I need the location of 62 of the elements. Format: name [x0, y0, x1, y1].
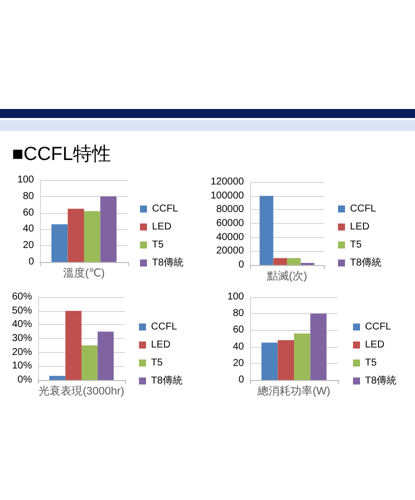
legend-label: LED — [151, 340, 170, 350]
bar — [82, 345, 98, 380]
bar — [273, 258, 287, 265]
y-tick-label: 80 — [232, 308, 244, 320]
bar — [98, 332, 114, 380]
bar — [287, 258, 301, 265]
y-tick-label: 40% — [12, 319, 32, 330]
legend-label: T8傳統 — [151, 374, 183, 386]
y-tick-label: 0% — [18, 374, 32, 386]
y-tick-label: 40 — [22, 224, 34, 235]
x-tick-label: 光衰表現(3000hr) — [38, 384, 124, 398]
legend-label: T8傳統 — [152, 256, 184, 268]
y-tick-label: 0 — [238, 260, 244, 270]
y-tick-label: 20000 — [216, 246, 244, 257]
y-tick-label: 0 — [28, 256, 34, 268]
legend-label: CCFL — [365, 322, 392, 332]
bar — [294, 334, 310, 380]
bar — [260, 196, 274, 265]
y-tick-label: 60 — [232, 324, 244, 336]
x-tick-label: 總消耗功率(W) — [256, 384, 330, 398]
legend-label: LED — [152, 222, 172, 232]
x-tick-label: 點滅(次) — [266, 270, 308, 282]
y-tick-label: 60 — [22, 207, 34, 218]
legend-label: LED — [350, 222, 370, 232]
y-tick-label: 20% — [12, 346, 32, 358]
legend-label: T5 — [350, 240, 362, 250]
legend-label: T5 — [365, 358, 378, 368]
legend-label: T8傳統 — [350, 256, 382, 268]
y-tick-label: 80000 — [216, 204, 244, 216]
legend-label: T5 — [152, 240, 164, 250]
bar — [310, 314, 327, 380]
y-tick-label: 10% — [12, 360, 32, 372]
legend-label: LED — [365, 340, 384, 350]
y-tick-label: 50% — [12, 305, 32, 316]
bar — [51, 224, 68, 262]
legend-label: T8傳統 — [365, 374, 397, 386]
y-tick-label: 0 — [238, 374, 244, 386]
y-tick-label: 60000 — [216, 218, 244, 229]
x-tick-label: 溫度(℃) — [63, 266, 105, 280]
legend-label: T5 — [151, 358, 164, 368]
y-tick-label: 100 — [17, 174, 34, 186]
legend-label: CCFL — [151, 322, 178, 332]
y-tick-label: 40000 — [216, 232, 244, 243]
y-tick-label: 30% — [12, 333, 32, 344]
legend-label: CCFL — [152, 204, 179, 214]
bar — [84, 211, 100, 262]
y-tick-label: 20 — [232, 358, 244, 369]
bar — [261, 342, 278, 380]
bar — [65, 310, 82, 380]
legend-label: CCFL — [350, 204, 377, 214]
y-tick-label: 60% — [12, 292, 32, 302]
y-tick-label: 120000 — [210, 176, 244, 188]
y-tick-label: 20 — [22, 240, 34, 252]
y-tick-label: 40 — [232, 341, 244, 352]
bar — [68, 208, 84, 262]
chart-title: ■CCFL特性 — [12, 144, 112, 165]
bar — [100, 196, 117, 262]
y-tick-label: 100000 — [210, 190, 244, 202]
y-tick-label: 80 — [22, 190, 34, 202]
y-tick-label: 100 — [227, 292, 244, 302]
bar — [278, 340, 294, 380]
bar — [49, 376, 66, 380]
